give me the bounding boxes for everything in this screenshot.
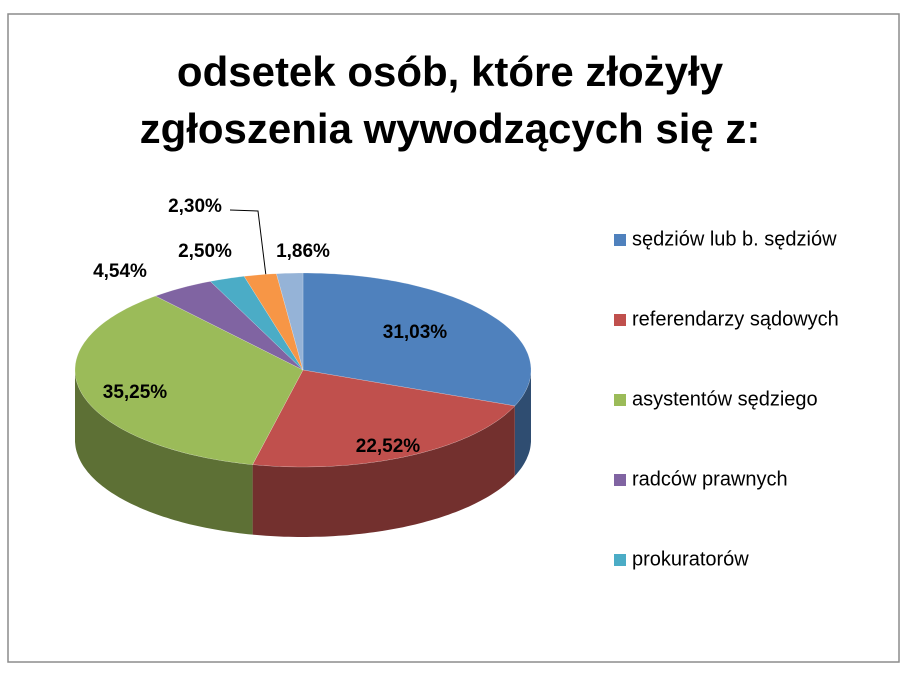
legend-label: radców prawnych [632, 468, 788, 490]
data-label: 22,52% [356, 436, 421, 457]
legend-swatch [614, 394, 626, 406]
pie-slice-side [75, 370, 253, 535]
pie-slice [243, 273, 304, 371]
legend-label: prokuratorów [632, 548, 749, 570]
legend-label: asystentów sędziego [632, 388, 818, 410]
legend-swatch [614, 234, 626, 246]
pie-slice [209, 276, 304, 371]
data-label: 35,25% [103, 382, 168, 403]
chart-title: zgłoszenia wywodzących się z: [140, 105, 761, 152]
legend-label: sędziów lub b. sędziów [632, 228, 837, 250]
pie-slice-side [252, 405, 515, 537]
legend-swatch [614, 554, 626, 566]
pie-slice [302, 272, 532, 407]
data-label: 1,86% [276, 241, 330, 262]
legend-swatch [614, 474, 626, 486]
legend-swatch [614, 314, 626, 326]
legend-label: referendarzy sądowych [632, 308, 839, 330]
data-label: 2,30% [168, 196, 222, 217]
data-label: 4,54% [93, 261, 147, 282]
pie-slice-side [514, 370, 531, 476]
chart-title: odsetek osób, które złożyły [177, 48, 724, 95]
data-label: 2,50% [178, 241, 232, 262]
pie-slice [74, 295, 304, 465]
data-label: 31,03% [383, 322, 448, 343]
pie-slice [276, 272, 304, 371]
pie-slice [154, 281, 304, 371]
leader-line [229, 209, 267, 277]
pie-slice [252, 369, 516, 468]
